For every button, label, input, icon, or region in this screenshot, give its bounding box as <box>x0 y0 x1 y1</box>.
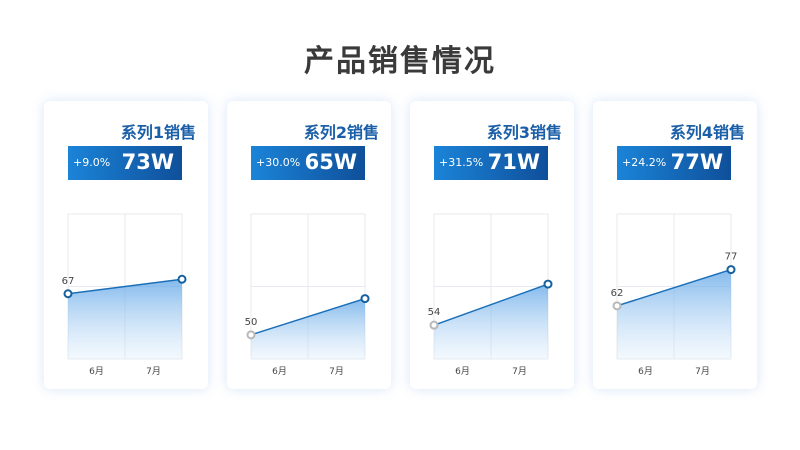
x-tick-label: 7月 <box>146 366 161 377</box>
card-title: 系列4销售 <box>669 123 745 142</box>
sales-value: 71W <box>487 150 540 174</box>
data-label: 67 <box>62 276 75 287</box>
data-point <box>543 279 553 289</box>
value-banner: +24.2% 77W <box>617 146 731 180</box>
series-area <box>251 298 365 359</box>
change-percent: +9.0% <box>73 156 111 169</box>
chart-card-series-1: 系列1销售 +9.0% 73W 67 6月 7月 <box>44 101 208 389</box>
chart-card-series-3: 系列3销售 +31.5% 71W 54 6月 7月 <box>410 101 574 389</box>
chart-card-series-2: 系列2销售 +30.0% 65W 50 6月 7月 <box>227 101 391 389</box>
data-point <box>63 289 73 299</box>
card-title: 系列2销售 <box>303 123 379 142</box>
line-chart: 54 6月 7月 <box>428 213 553 377</box>
x-tick-label: 7月 <box>695 366 710 377</box>
data-point <box>612 301 622 311</box>
series-line <box>616 268 732 307</box>
data-point <box>246 330 256 340</box>
value-banner: +31.5% 71W <box>434 146 548 180</box>
x-tick-label: 7月 <box>329 366 344 377</box>
x-tick-label: 6月 <box>89 366 104 377</box>
change-percent: +24.2% <box>622 156 667 169</box>
x-tick-label: 6月 <box>638 366 653 377</box>
series-line <box>67 278 183 295</box>
change-percent: +31.5% <box>439 156 484 169</box>
card-title: 系列1销售 <box>120 123 196 142</box>
series-area <box>617 269 731 359</box>
card-title: 系列3销售 <box>486 123 562 142</box>
chart-card-series-4: 系列4销售 +24.2% 77W 62 77 6月 7月 <box>593 101 757 389</box>
data-point <box>177 274 187 284</box>
series-area <box>68 279 182 359</box>
change-percent: +30.0% <box>256 156 301 169</box>
data-label: 62 <box>611 288 624 299</box>
series-line <box>250 297 366 336</box>
x-tick-label: 6月 <box>272 366 287 377</box>
line-chart: 50 6月 7月 <box>245 213 370 377</box>
sales-value: 65W <box>304 150 357 174</box>
data-label: 77 <box>725 252 738 263</box>
data-label: 54 <box>428 307 441 318</box>
x-tick-label: 7月 <box>512 366 527 377</box>
series-line <box>433 283 549 326</box>
x-tick-label: 6月 <box>455 366 470 377</box>
value-banner: +9.0% 73W <box>68 146 182 180</box>
data-point <box>726 265 736 275</box>
sales-value: 77W <box>670 150 723 174</box>
data-point <box>429 320 439 330</box>
value-banner: +30.0% 65W <box>251 146 365 180</box>
sales-value: 73W <box>121 150 174 174</box>
line-chart: 67 6月 7月 <box>62 213 187 377</box>
page-title: 产品销售情况 <box>304 44 496 79</box>
line-chart: 62 77 6月 7月 <box>611 213 738 377</box>
data-label: 50 <box>245 317 258 328</box>
data-point <box>360 294 370 304</box>
series-area <box>434 284 548 359</box>
